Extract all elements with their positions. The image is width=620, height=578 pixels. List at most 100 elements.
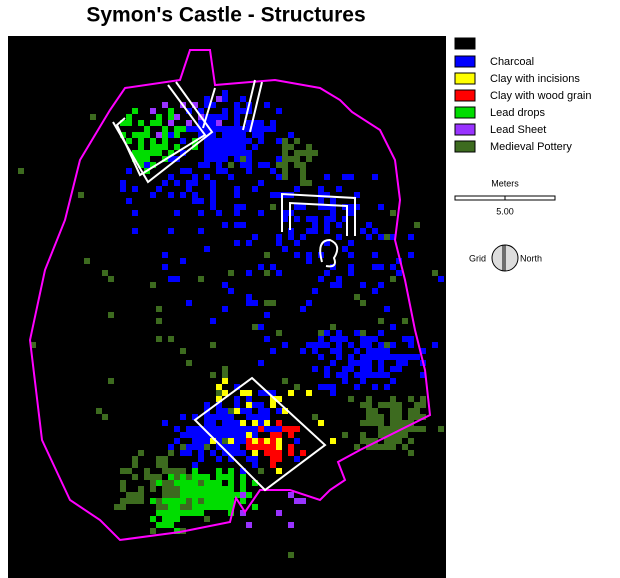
find-point <box>204 486 210 492</box>
find-point <box>228 132 234 138</box>
find-point <box>228 498 234 504</box>
find-point <box>402 420 408 426</box>
north-right-label: North <box>520 253 542 263</box>
find-point <box>264 162 270 168</box>
find-point <box>384 432 390 438</box>
find-point <box>210 138 216 144</box>
find-point <box>156 474 162 480</box>
find-point <box>168 150 174 156</box>
find-point <box>312 348 318 354</box>
find-point <box>240 150 246 156</box>
find-point <box>390 366 396 372</box>
find-point <box>240 144 246 150</box>
find-point <box>306 150 312 156</box>
find-point <box>216 168 222 174</box>
find-point <box>234 120 240 126</box>
find-point <box>156 318 162 324</box>
find-point <box>402 444 408 450</box>
find-point <box>288 432 294 438</box>
find-point <box>174 132 180 138</box>
find-point <box>216 504 222 510</box>
find-point <box>144 150 150 156</box>
find-point <box>372 354 378 360</box>
find-point <box>348 354 354 360</box>
find-point <box>162 516 168 522</box>
find-point <box>360 402 366 408</box>
find-point <box>180 138 186 144</box>
find-point <box>204 96 210 102</box>
find-point <box>180 432 186 438</box>
find-point <box>144 474 150 480</box>
site-boundary <box>28 49 432 542</box>
find-point <box>108 276 114 282</box>
find-point <box>408 252 414 258</box>
find-point <box>240 426 246 432</box>
find-point <box>288 144 294 150</box>
find-point <box>204 444 210 450</box>
find-point <box>276 426 282 432</box>
find-point <box>192 498 198 504</box>
find-point <box>144 132 150 138</box>
find-point <box>180 150 186 156</box>
find-point <box>222 126 228 132</box>
find-point <box>186 300 192 306</box>
find-point <box>276 138 282 144</box>
find-point <box>156 186 162 192</box>
find-point <box>342 432 348 438</box>
find-point <box>270 300 276 306</box>
find-point <box>330 336 336 342</box>
find-point <box>258 444 264 450</box>
find-point <box>258 414 264 420</box>
find-point <box>228 432 234 438</box>
find-point <box>246 162 252 168</box>
find-point <box>216 492 222 498</box>
find-point <box>276 396 282 402</box>
find-point <box>402 426 408 432</box>
find-point <box>384 444 390 450</box>
find-point <box>108 312 114 318</box>
find-point <box>180 414 186 420</box>
find-point <box>150 516 156 522</box>
find-point <box>186 492 192 498</box>
find-point <box>300 174 306 180</box>
find-point <box>408 234 414 240</box>
find-point <box>228 486 234 492</box>
find-point <box>186 186 192 192</box>
find-point <box>228 126 234 132</box>
find-point <box>156 150 162 156</box>
find-point <box>240 474 246 480</box>
find-point <box>162 492 168 498</box>
find-point <box>264 102 270 108</box>
legend-swatch <box>454 55 476 68</box>
find-point <box>162 456 168 462</box>
structure-wall <box>281 192 356 236</box>
find-point <box>228 414 234 420</box>
find-point <box>372 174 378 180</box>
find-point <box>234 186 240 192</box>
find-point <box>132 210 138 216</box>
find-point <box>222 498 228 504</box>
find-point <box>300 234 306 240</box>
legend-swatch <box>454 72 476 85</box>
find-point <box>342 174 348 180</box>
legend-swatch <box>454 106 476 119</box>
find-point <box>174 426 180 432</box>
find-point <box>390 276 396 282</box>
find-point <box>216 162 222 168</box>
find-point <box>216 120 222 126</box>
map-title: Symon's Castle - Structures <box>86 4 365 27</box>
find-point <box>162 102 168 108</box>
find-point <box>282 162 288 168</box>
find-point <box>138 150 144 156</box>
structure-wall <box>193 376 327 492</box>
find-point <box>186 120 192 126</box>
find-point <box>246 402 252 408</box>
find-point <box>324 192 330 198</box>
find-point <box>306 156 312 162</box>
find-point <box>174 504 180 510</box>
find-point <box>324 204 330 210</box>
find-point <box>384 306 390 312</box>
find-point <box>156 144 162 150</box>
find-point <box>150 192 156 198</box>
find-point <box>378 282 384 288</box>
